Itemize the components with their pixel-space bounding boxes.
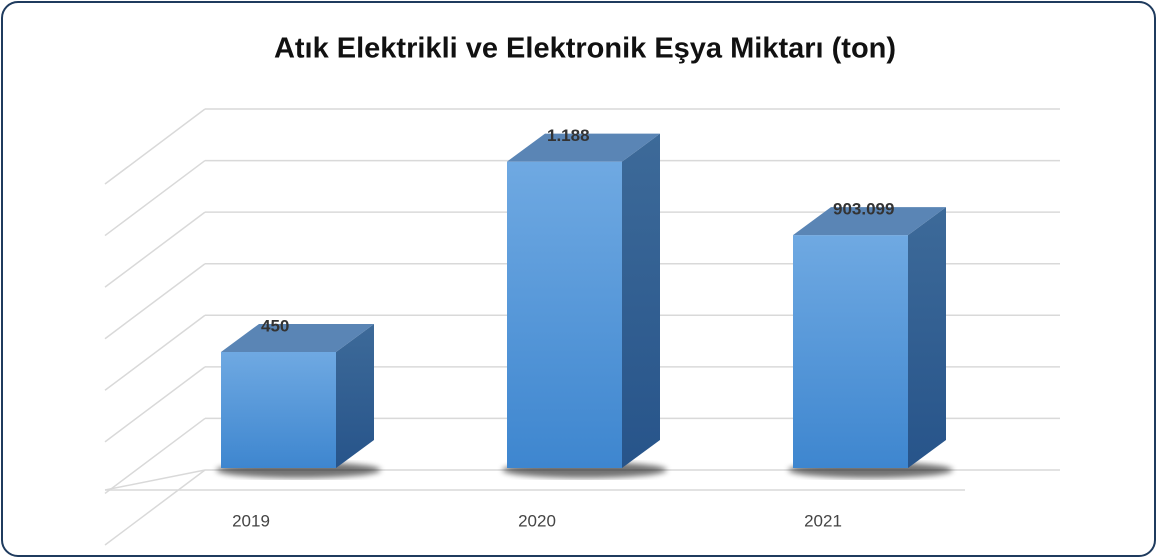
grid-line-side xyxy=(104,417,206,495)
grid-line-side xyxy=(104,108,206,185)
bar-side xyxy=(908,207,946,469)
x-tick-label: 2021 xyxy=(804,511,842,530)
grid-line-side xyxy=(104,263,206,340)
bar-top xyxy=(507,133,660,162)
grid-line-side xyxy=(104,314,206,391)
x-tick-label: 2020 xyxy=(518,511,556,530)
value-label: 903.099 xyxy=(833,200,894,219)
grid-line-side xyxy=(104,159,206,237)
grid-line-side xyxy=(104,469,206,546)
floor-edge xyxy=(104,469,206,491)
bar xyxy=(221,351,336,468)
bar-side xyxy=(336,323,374,468)
x-tick-label: 2019 xyxy=(232,511,270,530)
bar-top xyxy=(793,207,946,236)
bar xyxy=(793,235,908,468)
grid-line-side xyxy=(104,211,206,288)
chart-title: Atık Elektrikli ve Elektronik Eşya Mikta… xyxy=(274,33,896,65)
value-label: 450 xyxy=(261,316,289,335)
grid-line-side xyxy=(104,366,206,443)
bar-side xyxy=(622,133,660,468)
bar xyxy=(507,161,622,468)
value-label: 1.188 xyxy=(547,126,590,145)
bar-top xyxy=(221,323,374,352)
